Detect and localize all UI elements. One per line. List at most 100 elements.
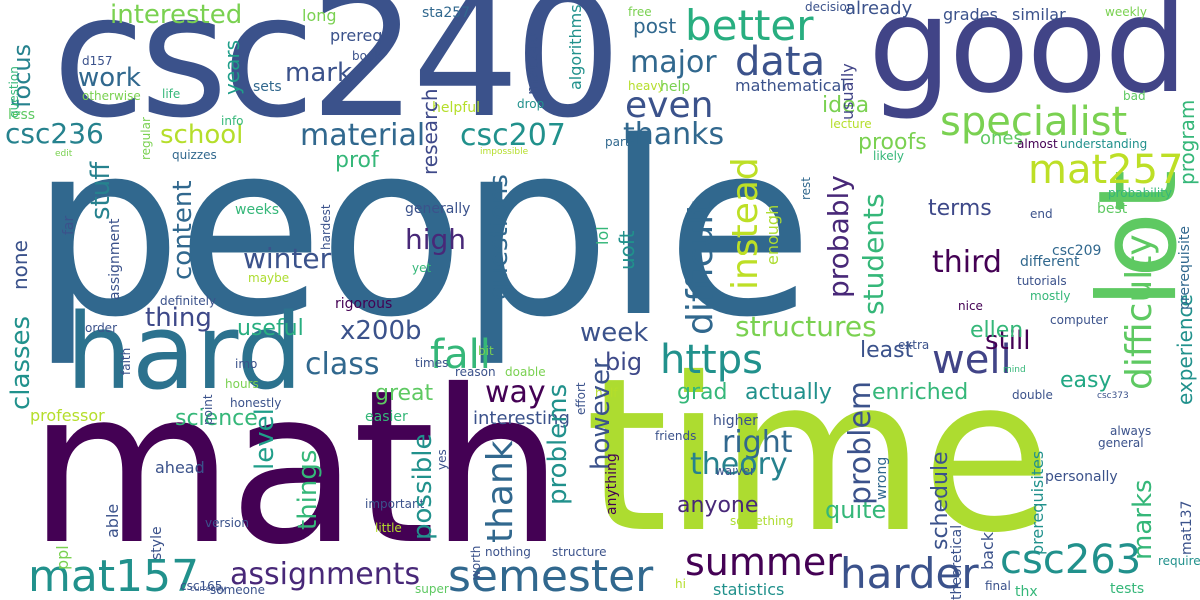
word: general [1098, 436, 1144, 450]
word: likely [873, 149, 905, 163]
word: help [660, 79, 691, 95]
word: back [978, 531, 997, 570]
word: students [857, 193, 890, 315]
word: hours [225, 377, 259, 391]
word: similar [1012, 5, 1066, 24]
word: harder [840, 549, 979, 598]
word: years [220, 39, 244, 95]
word: interesting [473, 408, 570, 429]
word: half [595, 386, 618, 400]
word: waiver [715, 464, 755, 478]
word: structures [735, 310, 877, 343]
word: winter [243, 242, 332, 275]
word: impossible [480, 147, 529, 157]
word: extra [898, 338, 930, 352]
word: research [418, 88, 442, 175]
word: maybe [248, 271, 290, 285]
word: probably [822, 175, 855, 298]
word: mat257 [1028, 147, 1184, 193]
word: times [415, 356, 449, 370]
word: order [85, 321, 117, 335]
word: version [205, 516, 249, 530]
word: fall [430, 332, 491, 378]
word: anything [604, 453, 620, 515]
word: interested [110, 0, 243, 30]
word: lol [593, 226, 612, 245]
word: level [250, 408, 280, 470]
word: third [932, 245, 1002, 280]
word: yet [412, 261, 432, 275]
word: prereq [330, 26, 383, 45]
word: quite [825, 496, 887, 524]
word: mathematical [735, 76, 846, 95]
word: thanks [623, 117, 725, 152]
word: grad [677, 380, 728, 405]
word: regular [139, 117, 153, 160]
word: mostly [1030, 289, 1071, 303]
word: math [28, 344, 564, 591]
word: prerequisite [1177, 226, 1193, 310]
word: friends [655, 429, 697, 443]
word: reason [455, 365, 496, 379]
word: computer [1050, 313, 1108, 327]
word: terms [928, 196, 992, 221]
word: well [932, 337, 1012, 383]
word: question [7, 66, 21, 118]
word: easier [365, 409, 408, 425]
word: hi [675, 577, 686, 591]
word: school [160, 120, 244, 150]
word: worth [469, 545, 483, 580]
word: different [1020, 254, 1080, 270]
word: nothing [485, 545, 531, 559]
word: big [605, 348, 643, 376]
word: book [352, 49, 382, 63]
word: professor [30, 406, 105, 425]
word: mat240 [523, 32, 542, 95]
word: enough [763, 204, 782, 265]
word: style [149, 526, 165, 560]
word: material [300, 118, 426, 153]
word: week [580, 318, 649, 348]
word: yes [435, 449, 449, 470]
word: instead [725, 157, 766, 290]
word: none [8, 240, 32, 290]
word: anyone [677, 493, 759, 518]
word: schedule [928, 451, 953, 550]
word: hardest [319, 204, 333, 250]
word: still [985, 326, 1031, 356]
word: info [221, 114, 244, 128]
word: experience [1173, 294, 1197, 405]
word: great [375, 381, 434, 406]
word: someone [210, 583, 265, 597]
word: work [78, 63, 141, 93]
word: drop [517, 97, 545, 111]
word: final [985, 579, 1011, 593]
word: less [8, 107, 36, 123]
word: assignments [230, 557, 421, 592]
word: semester [448, 551, 654, 600]
word: csc373 [1097, 391, 1129, 401]
word: csc240 [52, 0, 622, 156]
word: effort [574, 382, 588, 415]
word: marks [1128, 479, 1158, 560]
word: mat137 [1179, 500, 1195, 555]
word: data [735, 39, 826, 85]
word: summer [685, 540, 842, 584]
word: difficulty [1119, 234, 1160, 390]
word: structure [552, 545, 607, 559]
word: problem [843, 380, 878, 505]
word: helpful [432, 100, 480, 116]
word: understanding [1060, 137, 1148, 151]
word: far [61, 215, 77, 235]
word: problems [543, 383, 573, 505]
word: csc209 [1052, 243, 1102, 259]
word: statistics [713, 580, 785, 599]
word: actually [745, 380, 832, 405]
word: science [175, 406, 258, 431]
word: bit [478, 344, 494, 358]
word: csc165 [180, 579, 223, 593]
word: algorithms [566, 4, 585, 90]
word: ones [980, 128, 1023, 149]
word: able [103, 503, 122, 538]
